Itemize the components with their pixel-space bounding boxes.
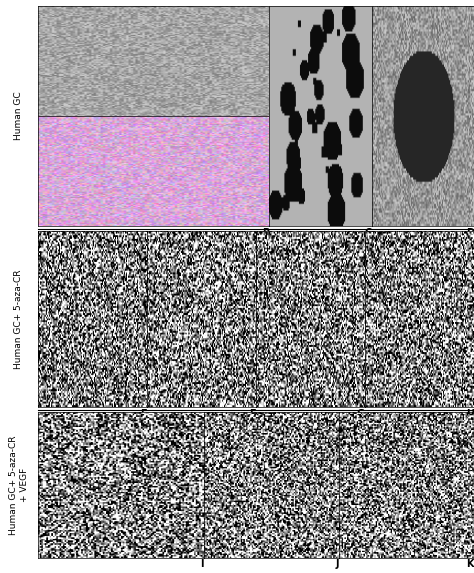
X-axis label: J: J <box>335 559 339 570</box>
X-axis label: C: C <box>365 227 372 238</box>
X-axis label: G: G <box>357 409 365 419</box>
X-axis label: H: H <box>466 409 474 419</box>
X-axis label: E: E <box>140 409 147 419</box>
X-axis label: B: B <box>262 227 269 238</box>
Text: Human GC+ 5-aza-CR
+ VEGF: Human GC+ 5-aza-CR + VEGF <box>9 435 28 535</box>
Text: Human GC: Human GC <box>15 92 23 140</box>
X-axis label: A: A <box>262 117 269 127</box>
Text: Human GC+ 5-aza-CR: Human GC+ 5-aza-CR <box>15 269 23 369</box>
X-axis label: I: I <box>200 559 204 570</box>
X-axis label: K: K <box>466 559 474 570</box>
X-axis label: F: F <box>249 409 256 419</box>
X-axis label: D: D <box>466 227 474 238</box>
